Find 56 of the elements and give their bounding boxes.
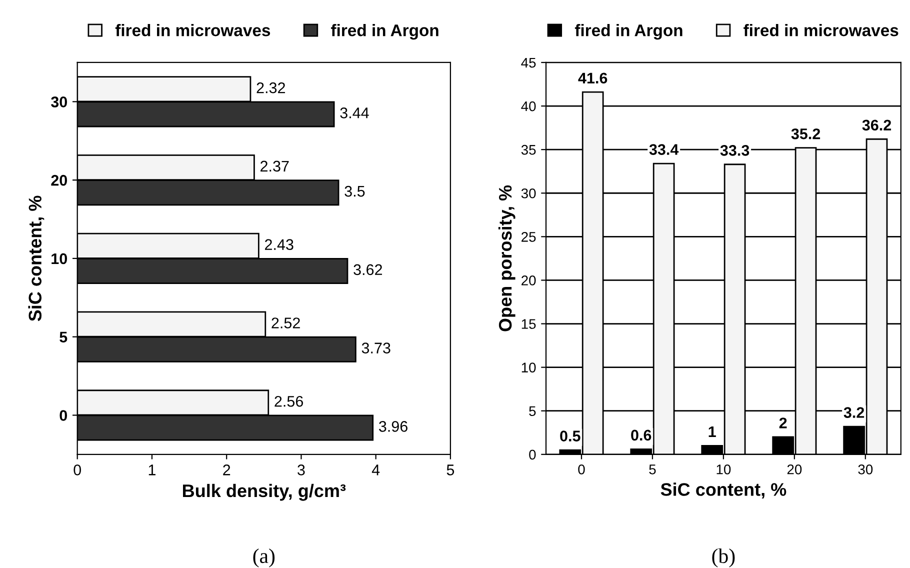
data-label: 2.43 xyxy=(265,239,294,250)
legend-label: fired in Argon xyxy=(574,24,682,40)
data-label: 2.32 xyxy=(256,82,285,94)
x-tick-label: 5 xyxy=(446,464,454,476)
x-tick-label: 10 xyxy=(716,464,731,474)
x-axis-title: SiC content, % xyxy=(660,482,786,499)
x-tick-label: 3 xyxy=(298,464,305,476)
y-axis-title: Open porosity, % xyxy=(498,185,516,332)
data-label: 3.96 xyxy=(378,421,408,432)
x-tick-label: 4 xyxy=(372,464,380,476)
data-label: 2.56 xyxy=(274,396,303,407)
x-tick-label: 1 xyxy=(148,464,156,476)
legend-label: fired in microwaves xyxy=(115,24,270,36)
x-tick-label: 0 xyxy=(74,464,81,476)
data-label: 41.6 xyxy=(578,72,608,84)
data-label: 2.37 xyxy=(260,160,289,172)
y-tick-label: 25 xyxy=(522,232,536,242)
x-tick-label: 5 xyxy=(649,464,656,474)
y-tick-label: 40 xyxy=(521,101,536,112)
y-tick-label: 15 xyxy=(522,319,536,329)
y-tick-label: 20 xyxy=(51,174,68,186)
data-label: 36.2 xyxy=(862,120,892,131)
x-axis-title: Bulk density, g/cm³ xyxy=(183,484,346,501)
x-tick-label: 2 xyxy=(223,464,230,476)
legend-label: fired in microwaves xyxy=(744,24,898,36)
text: (b) xyxy=(712,548,735,568)
y-tick-label: 10 xyxy=(522,362,536,372)
y-tick-label: 30 xyxy=(521,188,536,198)
y-tick-label: 30 xyxy=(50,96,68,108)
data-label: 3.2 xyxy=(844,407,864,418)
data-label: 35.2 xyxy=(791,128,820,140)
data-label: 33.4 xyxy=(649,144,679,155)
x-tick-label: 30 xyxy=(858,464,873,474)
data-label: 2 xyxy=(779,418,787,428)
data-label: 2.52 xyxy=(272,318,300,328)
y-tick-label: 10 xyxy=(52,253,68,264)
y-axis-title: SiC content, % xyxy=(28,196,44,322)
data-label: 3.62 xyxy=(354,264,382,276)
data-label: 3.73 xyxy=(362,342,390,354)
data-label: 3.5 xyxy=(344,186,365,197)
data-label: 3.44 xyxy=(340,107,369,118)
legend-label: fired in Argon xyxy=(331,24,438,40)
y-tick-label: 0 xyxy=(529,450,536,460)
data-label: 33.3 xyxy=(720,144,750,156)
y-tick-label: 5 xyxy=(529,406,536,416)
y-tick-label: 45 xyxy=(521,58,536,68)
x-tick-label: 20 xyxy=(787,464,802,474)
y-tick-label: 0 xyxy=(60,410,67,421)
data-label: 1 xyxy=(708,426,716,437)
y-tick-label: 5 xyxy=(60,332,68,343)
x-tick-label: 0 xyxy=(578,464,585,474)
y-tick-label: 35 xyxy=(521,144,536,155)
text: (a) xyxy=(253,548,275,568)
y-tick-label: 20 xyxy=(522,276,536,286)
data-label: 0.6 xyxy=(631,430,652,441)
data-label: 0.5 xyxy=(560,430,580,442)
